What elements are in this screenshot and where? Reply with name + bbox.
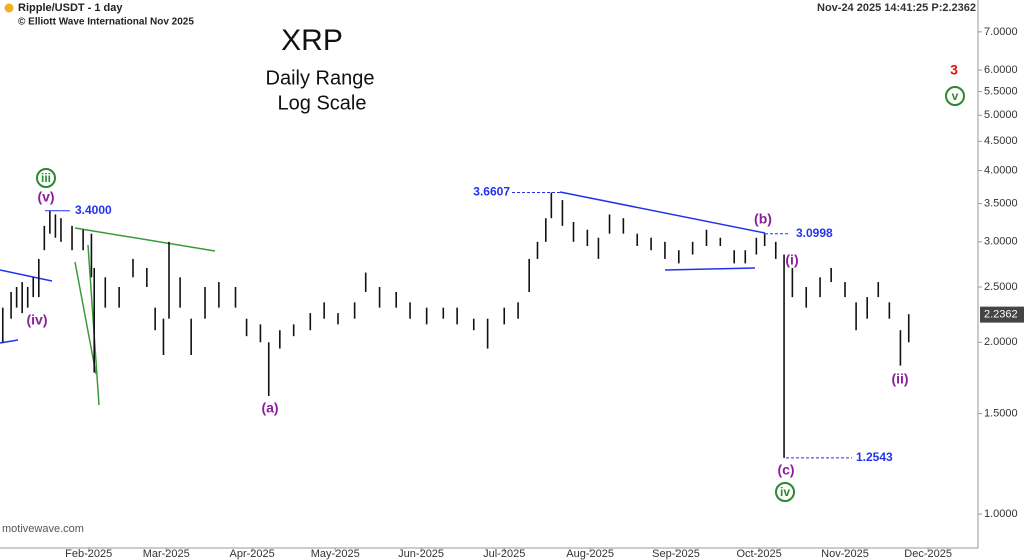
wave-label: (b)	[754, 211, 772, 227]
header: Ripple/USDT - 1 day	[18, 2, 123, 14]
y-tick-label: 5.0000	[984, 109, 1018, 121]
y-tick-label: 2.5000	[984, 281, 1018, 293]
y-tick-label: 1.5000	[984, 407, 1018, 419]
y-tick-label: 1.0000	[984, 508, 1018, 520]
wave-label: 3	[950, 62, 958, 78]
y-tick-label: 3.5000	[984, 198, 1018, 210]
wave-label: (v)	[37, 189, 54, 205]
wave-label: iii	[41, 171, 51, 185]
wave-circle	[36, 168, 56, 188]
trendline	[664, 267, 756, 271]
y-tick-label: 4.5000	[984, 135, 1018, 147]
x-tick-label: Feb-2025	[65, 548, 112, 560]
chart-title: XRP	[281, 24, 343, 57]
wave-circle	[775, 482, 795, 502]
trendline	[74, 261, 97, 375]
trendline	[0, 339, 19, 344]
x-tick-label: Nov-2025	[821, 548, 869, 560]
price-level-label: 3.4000	[75, 203, 112, 217]
x-tick-label: Aug-2025	[566, 548, 614, 560]
subtitle: Daily Range	[266, 67, 375, 89]
last-price-label: 2.2362	[984, 309, 1018, 321]
y-tick-label: 2.0000	[984, 336, 1018, 348]
symbol-dot	[4, 3, 14, 13]
wave-label: (iv)	[27, 312, 48, 328]
trendline	[0, 269, 53, 282]
wave-label: iv	[780, 485, 790, 499]
wave-circle	[945, 86, 965, 106]
y-tick-label: 7.0000	[984, 26, 1018, 38]
copyright: © Elliott Wave International Nov 2025	[18, 17, 194, 28]
price-level-label: 3.6607	[473, 185, 510, 199]
x-tick-label: Dec-2025	[904, 548, 952, 560]
status: Nov-24 2025 14:41:25 P:2.2362	[817, 2, 976, 14]
x-tick-label: May-2025	[311, 548, 360, 560]
y-tick-label: 3.0000	[984, 236, 1018, 248]
y-tick-label: 6.0000	[984, 64, 1018, 76]
trendline	[74, 227, 216, 252]
x-tick-label: Jun-2025	[398, 548, 444, 560]
x-tick-label: Mar-2025	[143, 548, 190, 560]
watermark: motivewave.com	[2, 523, 84, 535]
price-level-label: 3.0998	[796, 226, 833, 240]
x-tick-label: Oct-2025	[737, 548, 782, 560]
wave-label: (i)	[785, 252, 798, 268]
wave-label: (c)	[777, 462, 794, 478]
x-tick-label: Apr-2025	[229, 548, 274, 560]
wave-label: (ii)	[891, 371, 908, 387]
y-tick-label: 4.0000	[984, 164, 1018, 176]
y-tick-label: 5.5000	[984, 86, 1018, 98]
x-tick-label: Sep-2025	[652, 548, 700, 560]
x-tick-label: Jul-2025	[483, 548, 525, 560]
trendline	[559, 191, 766, 234]
subtitle: Log Scale	[278, 92, 367, 114]
wave-label: (a)	[261, 400, 278, 416]
wave-label: v	[952, 89, 959, 103]
price-level-label: 1.2543	[856, 450, 893, 464]
last-price-box	[980, 306, 1024, 323]
